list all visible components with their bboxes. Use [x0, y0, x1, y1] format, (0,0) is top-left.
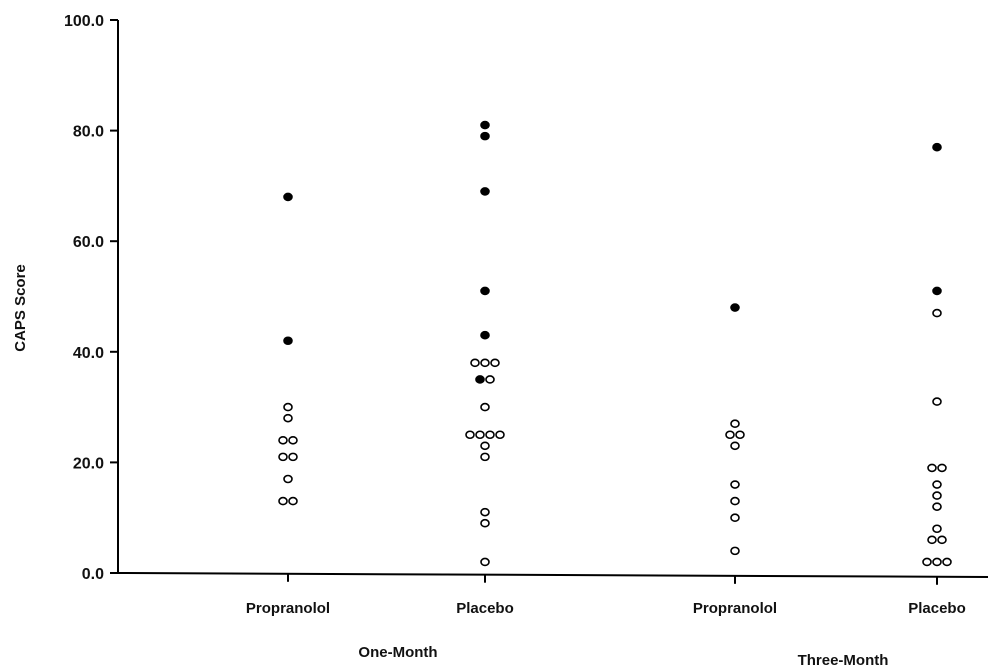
data-point-open [932, 480, 942, 489]
data-point-open [480, 452, 490, 462]
y-tick-label: 40.0 [73, 345, 104, 362]
data-point-filled [932, 142, 942, 152]
data-point-open [937, 463, 947, 473]
data-point-open [932, 502, 942, 511]
data-point-open [465, 430, 475, 440]
data-point-open [480, 507, 490, 517]
data-point-filled [480, 120, 490, 130]
data-points [278, 120, 952, 567]
data-point-filled [932, 286, 942, 296]
x-axis-line [117, 572, 989, 578]
data-point-open [470, 358, 480, 368]
category-label: Propranolol [693, 600, 777, 617]
data-point-open [730, 513, 740, 523]
data-point-open [932, 491, 942, 500]
data-point-open [278, 452, 288, 462]
data-point-open [932, 397, 942, 406]
category-label: Placebo [908, 600, 966, 617]
data-point-open [927, 463, 937, 473]
y-tick-label: 20.0 [73, 455, 104, 472]
data-point-open [730, 419, 740, 428]
data-point-open [485, 430, 495, 440]
data-point-open [480, 358, 490, 368]
data-point-filled [480, 187, 490, 196]
y-tick-label: 80.0 [73, 124, 104, 141]
data-point-filled [480, 330, 490, 340]
data-point-open [480, 518, 490, 528]
data-point-open [730, 496, 740, 506]
data-point-open [278, 435, 288, 445]
data-point-open [480, 441, 490, 451]
data-point-open [480, 402, 490, 412]
data-point-open [288, 496, 298, 506]
data-point-open [288, 452, 298, 462]
data-point-open [283, 402, 293, 412]
y-tick-label: 60.0 [73, 234, 104, 251]
y-tick-label: 0.0 [82, 566, 104, 583]
data-point-open [485, 375, 495, 384]
data-point-filled [480, 131, 490, 141]
data-point-open [730, 441, 740, 451]
data-point-filled [730, 303, 740, 312]
data-point-filled [475, 375, 485, 384]
data-point-open [937, 535, 947, 545]
data-point-open [942, 557, 952, 567]
y-ticks: 0.0 20.0 40.0 60.0 80.0 100.0 [64, 13, 118, 583]
data-point-filled [480, 286, 490, 296]
data-point-open [932, 308, 942, 318]
data-point-open [495, 430, 505, 440]
y-tick-label: 100.0 [64, 13, 104, 30]
data-point-open [932, 524, 942, 534]
data-point-open [922, 557, 932, 567]
data-point-open [475, 430, 485, 440]
data-point-open [288, 435, 298, 445]
group-label: One-Month [358, 644, 437, 661]
data-point-filled [283, 336, 293, 346]
group-label: Three-Month [798, 652, 889, 669]
data-point-open [725, 430, 735, 440]
category-label: Placebo [456, 600, 514, 617]
category-label: Propranolol [246, 600, 330, 617]
data-point-open [283, 413, 293, 423]
data-point-open [283, 474, 293, 484]
axes [117, 20, 989, 578]
data-point-open [480, 557, 490, 567]
data-point-open [735, 430, 745, 440]
data-point-filled [283, 192, 293, 202]
data-point-open [932, 557, 942, 567]
data-point-open [730, 480, 740, 489]
y-axis-title: CAPS Score [12, 264, 29, 352]
data-point-open [490, 358, 500, 368]
data-point-open [927, 535, 937, 545]
x-labels: Propranolol Placebo Propranolol Placebo One-… [246, 573, 966, 669]
data-point-open [730, 546, 740, 556]
data-point-open [278, 496, 288, 506]
